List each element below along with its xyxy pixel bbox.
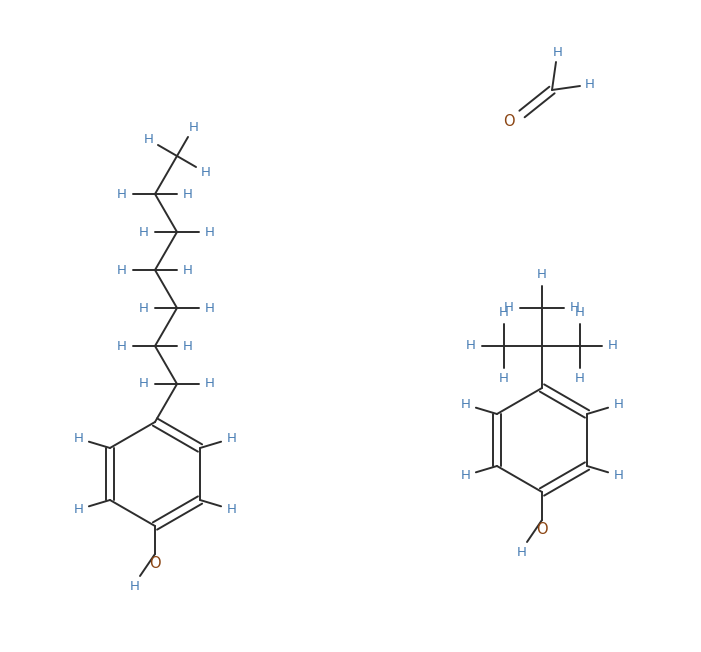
Text: H: H: [117, 263, 127, 276]
Text: H: H: [139, 378, 149, 391]
Text: H: H: [183, 340, 193, 353]
Text: H: H: [205, 226, 215, 239]
Text: H: H: [570, 301, 580, 314]
Text: H: H: [613, 398, 624, 411]
Text: H: H: [575, 306, 585, 319]
Text: H: H: [517, 546, 527, 559]
Text: H: H: [205, 378, 215, 391]
Text: H: H: [461, 469, 470, 482]
Text: H: H: [139, 226, 149, 239]
Text: O: O: [503, 115, 515, 130]
Text: H: H: [613, 469, 624, 482]
Text: H: H: [74, 432, 83, 445]
Text: H: H: [74, 503, 83, 516]
Text: H: H: [130, 580, 140, 593]
Text: H: H: [575, 372, 585, 385]
Text: H: H: [608, 340, 618, 353]
Text: H: H: [117, 188, 127, 201]
Text: H: H: [504, 301, 514, 314]
Text: H: H: [189, 121, 198, 134]
Text: H: H: [499, 372, 509, 385]
Text: H: H: [553, 46, 563, 59]
Text: H: H: [205, 301, 215, 314]
Text: H: H: [466, 340, 476, 353]
Text: H: H: [461, 398, 470, 411]
Text: H: H: [585, 78, 595, 91]
Text: O: O: [536, 522, 547, 537]
Text: H: H: [499, 306, 509, 319]
Text: H: H: [226, 432, 236, 445]
Text: H: H: [117, 340, 127, 353]
Text: H: H: [183, 188, 193, 201]
Text: O: O: [149, 557, 161, 572]
Text: H: H: [144, 133, 154, 146]
Text: H: H: [537, 269, 547, 282]
Text: H: H: [200, 166, 210, 179]
Text: H: H: [139, 301, 149, 314]
Text: H: H: [226, 503, 236, 516]
Text: H: H: [183, 263, 193, 276]
